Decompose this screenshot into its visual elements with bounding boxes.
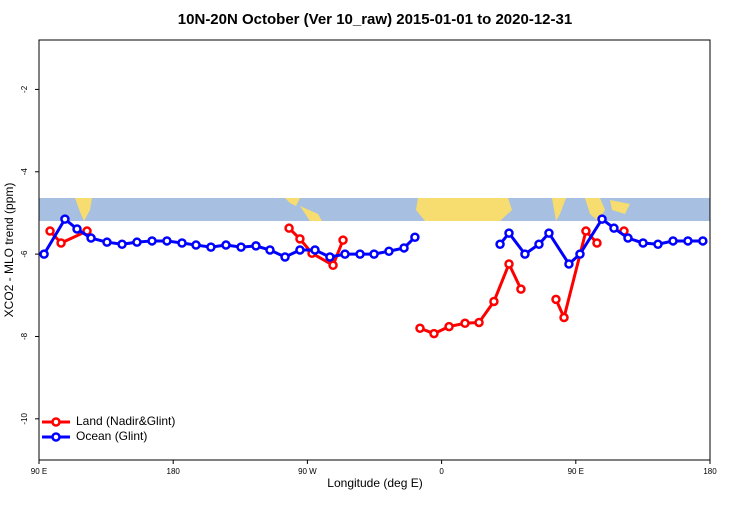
point: [177, 238, 187, 248]
point: [355, 249, 365, 259]
point: [623, 233, 633, 243]
point: [384, 246, 394, 256]
point: [162, 236, 172, 246]
point: [399, 243, 409, 253]
point: [544, 228, 554, 238]
point: [295, 234, 305, 244]
point: [328, 260, 338, 270]
point: [251, 241, 261, 251]
point: [60, 214, 70, 224]
point: [191, 240, 201, 250]
x-tick-label: 90 E: [568, 467, 584, 476]
legend-marker: [51, 417, 61, 427]
y-tick-label: -2: [20, 85, 29, 93]
point: [72, 224, 82, 234]
point: [325, 252, 335, 262]
point: [504, 228, 514, 238]
y-tick-label: -4: [20, 168, 29, 176]
point: [295, 245, 305, 255]
point: [495, 239, 505, 249]
point: [102, 237, 112, 247]
legend-label: Land (Nadir&Glint): [76, 414, 175, 428]
point: [117, 239, 127, 249]
chart-title: 10N-20N October (Ver 10_raw) 2015-01-01 …: [178, 11, 572, 28]
point: [45, 226, 55, 236]
x-axis-label: Longitude (deg E): [327, 476, 422, 490]
point: [86, 233, 96, 243]
point: [310, 245, 320, 255]
point: [369, 249, 379, 259]
point: [236, 242, 246, 252]
point: [575, 249, 585, 259]
point: [147, 236, 157, 246]
y-axis-label: XCO2 - MLO trend (ppm): [2, 183, 16, 318]
point: [340, 249, 350, 259]
point: [284, 223, 294, 233]
point: [338, 235, 348, 245]
y-tick-label: -10: [20, 412, 29, 424]
legend-label: Ocean (Glint): [76, 429, 147, 443]
series-line: [554, 228, 599, 323]
point: [474, 317, 484, 328]
y-tick-label: -8: [20, 332, 29, 340]
point: [534, 239, 544, 249]
point: [206, 242, 216, 252]
point: [638, 238, 648, 248]
point: [429, 328, 439, 339]
point: [280, 252, 290, 262]
x-tick-label: 180: [167, 467, 181, 476]
point: [460, 318, 470, 329]
point: [504, 259, 514, 269]
point: [564, 259, 574, 269]
point: [520, 249, 530, 259]
point: [410, 232, 420, 242]
x-tick-label: 90 E: [31, 467, 47, 476]
point: [559, 312, 569, 323]
point: [683, 236, 693, 246]
plot-frame: [38, 39, 711, 461]
legend-marker: [51, 432, 61, 442]
point: [551, 294, 561, 305]
point: [489, 296, 499, 307]
point: [668, 236, 678, 246]
y-tick-label: -6: [20, 250, 29, 258]
series-line: [419, 260, 523, 336]
point: [597, 214, 607, 224]
point: [698, 236, 708, 246]
point: [444, 321, 454, 332]
point: [592, 238, 602, 248]
point: [581, 226, 591, 236]
point: [221, 240, 231, 250]
point: [56, 238, 66, 248]
point: [516, 284, 526, 294]
point: [132, 237, 142, 247]
point: [265, 245, 275, 255]
point: [415, 323, 425, 333]
point: [609, 223, 619, 233]
point: [39, 249, 49, 259]
x-tick-label: 0: [439, 467, 444, 476]
x-tick-label: 180: [703, 467, 717, 476]
point: [653, 239, 663, 249]
x-tick-label: 90 W: [298, 467, 317, 476]
map-strip: [39, 198, 710, 221]
